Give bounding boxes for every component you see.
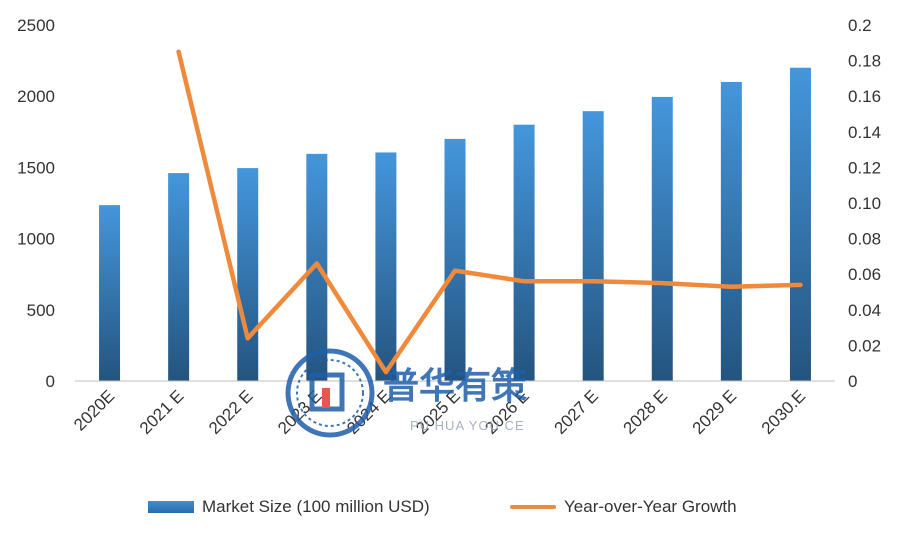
right-y-axis: 0 0.02 0.04 0.06 0.08 0.10 0.12 0.14 0.16 0.18 0.2 [848,16,881,391]
bar-1 [168,173,190,381]
watermark-name: 普华有策 [383,365,527,406]
right-tick-label: 0.14 [848,123,881,142]
right-tick-label: 0 [848,372,857,391]
x-tick-label: 2027 E [550,386,602,438]
right-tick-label: 0.16 [848,87,881,106]
right-tick-label: 0.08 [848,230,881,249]
left-tick-label: 2500 [17,16,55,35]
left-tick-label: 2000 [17,87,55,106]
legend-item-yoy-growth: Year-over-Year Growth [510,497,737,517]
right-tick-label: 0.04 [848,301,881,320]
right-tick-label: 0.18 [848,52,881,71]
legend-label-market-size: Market Size (100 million USD) [202,497,430,516]
left-tick-label: 0 [46,372,55,391]
x-tick-label: 2022 E [205,386,257,438]
legend-item-market-size: Market Size (100 million USD) [148,497,430,517]
watermark-logo: 普华有策 PU HUA YOU CE [285,348,527,438]
bar-0 [99,205,121,381]
left-tick-label: 500 [27,301,55,320]
legend: Market Size (100 million USD) Year-over-… [0,497,900,525]
bar-10 [789,67,811,381]
right-tick-label: 0.12 [848,158,881,177]
x-tick-label: 2030.E [758,386,810,438]
market-size-bars [99,67,811,382]
x-tick-label: 2023 E [274,386,326,438]
bar-9 [720,81,742,382]
left-tick-label: 1500 [17,158,55,177]
right-tick-label: 0.2 [848,16,872,35]
x-tick-label: 2028 E [620,386,672,438]
right-tick-label: 0.06 [848,265,881,284]
x-tick-label: 2021 E [136,386,188,438]
watermark-sub: PU HUA YOU CE [410,418,525,433]
yoy-growth-line [176,49,803,375]
bar-5 [444,138,466,381]
x-tick-label: 2029 E [689,386,741,438]
bar-7 [582,111,604,381]
right-tick-label: 0.02 [848,336,881,355]
bar-6 [513,124,535,382]
bar-8 [651,96,673,382]
left-y-axis: 0 500 1000 1500 2000 2500 [17,16,55,391]
bar-2 [237,168,259,381]
legend-label-yoy-growth: Year-over-Year Growth [564,497,737,516]
left-tick-label: 1000 [17,230,55,249]
right-tick-label: 0.10 [848,194,881,213]
x-tick-label: 2020E [70,386,118,434]
legend-line-swatch [510,505,556,509]
bar-4 [375,152,397,381]
legend-bar-swatch [148,501,194,513]
